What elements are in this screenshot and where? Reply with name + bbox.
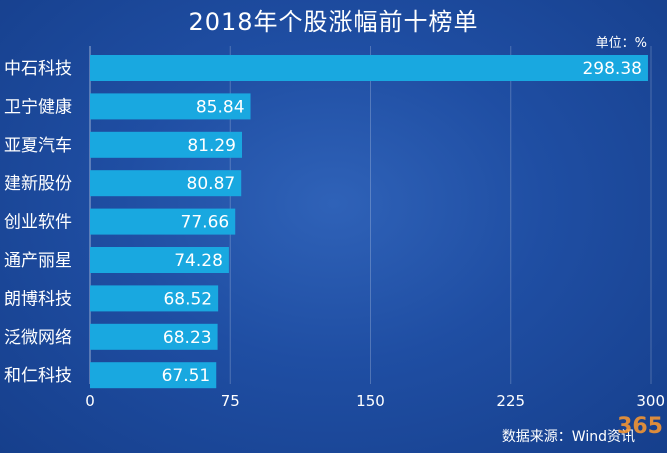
category-label: 亚夏汽车 <box>4 136 72 156</box>
bar <box>90 55 648 81</box>
bar <box>90 170 242 197</box>
x-tick-label: 300 <box>636 392 665 410</box>
category-label: 朗博科技 <box>4 289 72 309</box>
chart-title: 2018年个股涨幅前十榜单 <box>188 8 479 36</box>
data-label: 77.66 <box>181 213 230 233</box>
bar <box>90 323 218 350</box>
category-label: 中石科技 <box>4 59 72 79</box>
x-tick-label: 150 <box>356 392 385 410</box>
data-label: 80.87 <box>187 174 236 194</box>
data-label: 81.29 <box>187 136 236 156</box>
source-note: 数据来源：Wind资讯 <box>501 429 635 445</box>
unit-label: 单位：% <box>595 36 647 51</box>
category-label: 和仁科技 <box>4 366 72 386</box>
data-label: 85.84 <box>196 97 245 117</box>
watermark-logo: 365 <box>617 414 663 439</box>
category-label: 通产丽星 <box>4 251 72 271</box>
bar <box>90 247 229 273</box>
bar <box>90 208 236 235</box>
x-tick-label: 0 <box>85 392 95 410</box>
bar <box>90 362 217 389</box>
category-label: 建新股份 <box>4 174 72 194</box>
data-label: 74.28 <box>174 251 223 271</box>
category-label: 卫宁健康 <box>4 97 72 117</box>
bar <box>90 285 219 312</box>
category-label: 泛微网络 <box>4 328 72 348</box>
data-label: 68.23 <box>163 328 212 348</box>
data-label: 298.38 <box>582 59 641 79</box>
x-tick-label: 75 <box>221 392 240 410</box>
bar <box>90 93 251 120</box>
x-tick-label: 225 <box>496 392 525 410</box>
category-label: 创业软件 <box>4 213 72 233</box>
data-label: 67.51 <box>162 366 211 386</box>
data-label: 68.52 <box>163 289 212 309</box>
bar <box>90 131 243 158</box>
